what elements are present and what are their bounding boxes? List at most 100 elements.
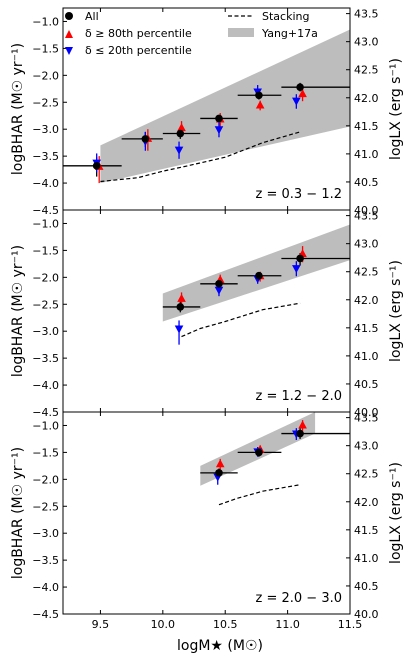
all-point [176,303,185,311]
y-tick-label: −1.5 [32,42,59,55]
y2-tick-label: 41.0 [354,350,379,363]
high-point [255,100,265,109]
low-point [214,286,224,295]
y2-tick-label: 43.5 [354,210,379,223]
x-tick-label: 9.5 [92,618,110,631]
y2-tick-label: 42.0 [354,92,379,105]
y-tick-label: −1.5 [32,446,59,459]
y2-tick-label: 41.5 [354,120,379,133]
stacking-line [218,484,301,506]
legend-high-marker [65,30,73,38]
all-point [296,83,304,91]
y-axis-labels: logBHAR (M☉ yr⁻¹) logLX (erg s⁻¹) logBHAR … [10,43,404,579]
y2-tick-label: 43.0 [354,36,379,49]
low-point [214,126,224,135]
y-tick-label: −1.0 [32,419,59,432]
y2-tick-label: 42.5 [354,468,379,481]
y-tick-label: −3.0 [32,527,59,540]
y-axis-label-left: logBHAR (M☉ yr⁻¹) [10,43,26,175]
legend-all-marker [65,12,73,20]
y-tick-label: −1.0 [32,15,59,28]
y-axis-label-right: logLX (erg s⁻¹) [388,58,404,160]
y2-tick-label: 40.0 [354,608,379,621]
y-axis-label-left: logBHAR (M☉ yr⁻¹) [10,447,26,579]
panel-1: −4.5 −4.0 −3.5 −3.0 −2.5 −2.0 −1.5 −1.0 40.0 40.5… [32,7,379,217]
y2-tick-label: 41.0 [354,148,379,161]
y-axis-label-right: logLX (erg s⁻¹) [388,462,404,564]
panel-frame [62,411,351,615]
x-tick-label: 11.5 [338,618,363,631]
high-point [298,420,307,429]
x-axis-label: logM★ (M☉) [177,638,263,654]
y2-tick-label: 40.0 [354,406,379,419]
y-tick-label: −4.5 [32,204,59,217]
high-point [177,293,186,302]
y-tick-label: −3.5 [32,352,59,365]
redshift-label: z = 1.2 − 2.0 [256,389,343,404]
all-point [255,448,263,457]
y-tick-label: −4.0 [32,379,59,392]
x-tick-label: 11.0 [275,618,300,631]
panel-3: 9.5 10.0 10.5 11.0 11.5 −4.5 −4.0 −3.5 −3.0 −2.5 −… [32,411,379,631]
legend-yang-label: Yang+17a [261,27,318,40]
all-point [176,129,185,138]
y-tick-label: −2.0 [32,473,59,486]
all-point [296,254,304,263]
y-axis-label-left: logBHAR (M☉ yr⁻¹) [10,245,26,377]
high-point [177,123,186,132]
y2-tick-label: 40.5 [354,176,379,189]
y-axis-label-right: logLX (erg s⁻¹) [388,260,404,362]
low-point [174,146,184,155]
all-point [296,429,304,438]
all-point [215,469,223,477]
x-tick-label: 10.0 [151,618,176,631]
y-tick-label: −1.0 [32,217,59,230]
y2-tick-label: 40.5 [354,378,379,391]
all-point [141,135,150,143]
all-point [215,114,223,123]
stacking-line [181,302,301,338]
y2-tick-label: 41.5 [354,524,379,537]
y2-tick-label: 41.5 [354,322,379,335]
legend-yang-swatch [228,28,254,37]
y-tick-label: −2.0 [32,271,59,284]
y2-tick-label: 42.5 [354,64,379,77]
all-point [255,91,263,100]
y-tick-label: −2.5 [32,96,59,109]
low-point [292,265,301,274]
legend-low-label: δ ≤ 20th percentile [85,44,192,57]
high-point [215,459,225,468]
y-tick-label: −2.5 [32,500,59,513]
yang-band [100,29,351,184]
redshift-label: z = 0.3 − 1.2 [256,187,343,202]
y-tick-label: −4.0 [32,177,59,190]
y2-tick-label: 43.5 [354,412,379,425]
legend-stacking-label: Stacking [262,10,309,23]
y-tick-label: −3.5 [32,150,59,163]
panel-frame [62,209,351,413]
y2-tick-label: 40.5 [354,580,379,593]
x-tick-label: 10.5 [213,618,238,631]
y-tick-label: −2.5 [32,298,59,311]
y2-tick-label: 41.0 [354,552,379,565]
high-point [298,89,307,98]
panel-2: −4.5 −4.0 −3.5 −3.0 −2.5 −2.0 −1.5 −1.0 40.0 40.5… [32,209,379,419]
legend-all-label: All [85,10,99,23]
y2-tick-label: 43.0 [354,440,379,453]
y-tick-label: −4.0 [32,581,59,594]
legend-low-marker [65,47,73,55]
y-tick-label: −1.5 [32,244,59,257]
all-point [92,162,101,170]
y2-tick-label: 42.0 [354,496,379,509]
low-point [292,97,301,106]
y2-tick-label: 43.0 [354,238,379,251]
panels: −4.5 −4.0 −3.5 −3.0 −2.5 −2.0 −1.5 −1.0 40.0 40.5… [32,7,379,631]
y-tick-label: −2.0 [32,69,59,82]
all-point [255,271,263,280]
y2-tick-label: 40.0 [354,204,379,217]
low-point [174,325,184,334]
y-tick-label: −4.5 [32,608,59,621]
legend: All δ ≥ 80th percentile δ ≤ 20th percent… [65,10,318,57]
y2-tick-label: 42.5 [354,266,379,279]
